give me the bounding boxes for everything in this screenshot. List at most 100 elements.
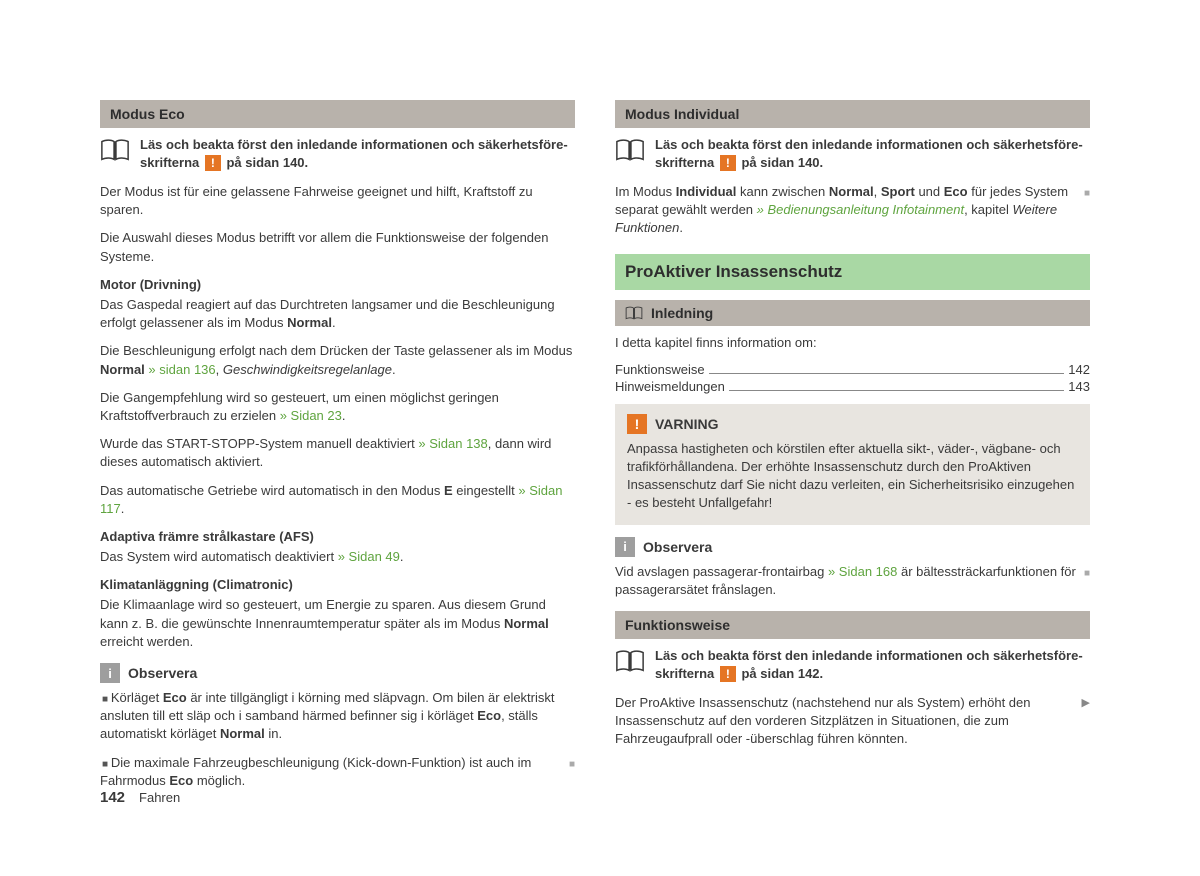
warn-icon: !: [720, 155, 736, 171]
warn-icon: !: [720, 666, 736, 682]
info-icon: i: [615, 537, 635, 557]
text-bold: Normal: [829, 184, 874, 199]
intro-note-funktionsweise: Läs och beakta först den inledande infor…: [615, 647, 1090, 682]
text: ,: [216, 362, 223, 377]
toc-label: Hinweismeldungen: [615, 379, 725, 394]
text: .: [332, 315, 336, 330]
para: Die Gangempfehlung wird so gesteuert, um…: [100, 389, 575, 425]
text: Körläget: [111, 690, 163, 705]
text-bold: E: [444, 483, 453, 498]
right-column: Modus Individual Läs och beakta först de…: [615, 100, 1090, 802]
inledning-label: Inledning: [651, 305, 713, 321]
bullet-item: Körläget Eco är inte tillgängligt i körn…: [100, 689, 575, 744]
bullet-item: ■ Die maximale Fahrzeugbeschleunigung (K…: [100, 754, 575, 790]
continue-icon: ▶: [1082, 696, 1090, 711]
motor-heading: Motor (Drivning): [100, 276, 575, 294]
text-bold: Normal: [220, 726, 265, 741]
page-link[interactable]: » Sidan 138: [415, 436, 488, 451]
info-icon: i: [100, 663, 120, 683]
page-number: 142: [100, 789, 125, 806]
heading-inledning: Inledning: [615, 300, 1090, 326]
para: Die Klimaanlage wird so gesteuert, um En…: [100, 596, 575, 651]
toc-leader: [729, 390, 1064, 391]
para: ▶ Der ProAktive Insassenschutz (nachsteh…: [615, 694, 1090, 749]
left-column: Modus Eco Läs och beakta först den inled…: [100, 100, 575, 802]
section-end-icon: ■: [569, 758, 575, 772]
text-bold: Sport: [881, 184, 915, 199]
text-bold: Normal: [287, 315, 332, 330]
varning-title: VARNING: [655, 416, 719, 432]
toc-page: 143: [1068, 379, 1090, 394]
para: ■ Im Modus Individual kann zwischen Norm…: [615, 183, 1090, 238]
text: erreicht werden.: [100, 634, 193, 649]
para: Das System wird automatisch deaktiviert …: [100, 548, 575, 566]
page-content: Modus Eco Läs och beakta först den inled…: [0, 0, 1200, 802]
text: .: [342, 408, 346, 423]
observera-title: Observera: [643, 539, 712, 555]
observera-head: i Observera: [615, 537, 1090, 557]
text: .: [400, 549, 404, 564]
text: Das System wird automatisch deaktiviert: [100, 549, 334, 564]
para: I detta kapitel finns information om:: [615, 334, 1090, 352]
book-icon: [100, 138, 130, 162]
toc-row[interactable]: Funktionsweise 142: [615, 362, 1090, 377]
footer-section: Fahren: [139, 790, 180, 805]
book-icon: [615, 138, 645, 162]
varning-head: ! VARNING: [627, 414, 1078, 434]
varning-box: ! VARNING Anpassa hastigheten och körsti…: [615, 404, 1090, 525]
para: Das automatische Getriebe wird automatis…: [100, 482, 575, 518]
book-icon: [625, 306, 643, 320]
afs-heading: Adaptiva främre strålkastare (AFS): [100, 528, 575, 546]
text-bold: Normal: [504, 616, 549, 631]
page-link[interactable]: » Sidan 49: [334, 549, 400, 564]
text-bold: Eco: [163, 690, 187, 705]
heading-funktionsweise: Funktionsweise: [615, 611, 1090, 639]
page-footer: 142 Fahren: [100, 789, 180, 806]
text: Die Beschleunigung erfolgt nach dem Drüc…: [100, 343, 572, 358]
text: Die Klimaanlage wird so gesteuert, um En…: [100, 597, 546, 630]
toc-row[interactable]: Hinweismeldungen 143: [615, 379, 1090, 394]
observera-head: i Observera: [100, 663, 575, 683]
text: kann zwischen: [736, 184, 829, 199]
bullet-icon: [100, 755, 111, 770]
toc-label: Funktionsweise: [615, 362, 705, 377]
text: Das automatische Getriebe wird automatis…: [100, 483, 444, 498]
text: und: [915, 184, 944, 199]
text: .: [392, 362, 396, 377]
observera-box: i Observera Körläget Eco är inte tillgän…: [100, 663, 575, 790]
text-italic: Geschwindigkeitsregelanlage: [223, 362, 392, 377]
klima-heading: Klimatanläggning (Climatronic): [100, 576, 575, 594]
page-link[interactable]: » Bedienungsanleitung Infotainment: [753, 202, 964, 217]
text: ,: [874, 184, 881, 199]
text-bold: Eco: [944, 184, 968, 199]
text: Die maximale Fahrzeugbeschleunigung (Kic…: [100, 755, 531, 788]
varning-body: Anpassa hastigheten och körstilen efter …: [627, 440, 1078, 513]
text: Vid avslagen passagerar-frontairbag: [615, 564, 824, 579]
heading-modus-individual: Modus Individual: [615, 100, 1090, 128]
intro-page: på sidan 140.: [223, 155, 308, 170]
text-bold: Eco: [169, 773, 193, 788]
para: Das Gaspedal reagiert auf das Durchtrete…: [100, 296, 575, 332]
text: Der ProAktive Insassenschutz (nachstehen…: [615, 695, 1031, 746]
section-end-icon: ■: [1084, 567, 1090, 581]
para: Der Modus ist für eine gelassene Fahrwei…: [100, 183, 575, 219]
intro-text: Läs och beakta först den inledande infor…: [655, 136, 1090, 171]
intro-text: Läs och beakta först den inledande infor…: [140, 136, 575, 171]
toc-page: 142: [1068, 362, 1090, 377]
heading-modus-eco: Modus Eco: [100, 100, 575, 128]
para: Wurde das START-STOPP-System manuell dea…: [100, 435, 575, 471]
book-icon: [615, 649, 645, 673]
heading-proaktiver: ProAktiver Insassenschutz: [615, 254, 1090, 290]
toc-leader: [709, 373, 1065, 374]
page-link[interactable]: » Sidan 168: [824, 564, 897, 579]
text: möglich.: [193, 773, 245, 788]
warn-icon: !: [205, 155, 221, 171]
page-link[interactable]: » Sidan 23: [276, 408, 342, 423]
text: in.: [265, 726, 282, 741]
section-end-icon: ■: [1084, 187, 1090, 201]
para: Die Beschleunigung erfolgt nach dem Drüc…: [100, 342, 575, 378]
intro-note-individual: Läs och beakta först den inledande infor…: [615, 136, 1090, 171]
bullet-icon: [100, 690, 111, 705]
page-link[interactable]: » sidan 136: [145, 362, 216, 377]
text: Im Modus: [615, 184, 676, 199]
